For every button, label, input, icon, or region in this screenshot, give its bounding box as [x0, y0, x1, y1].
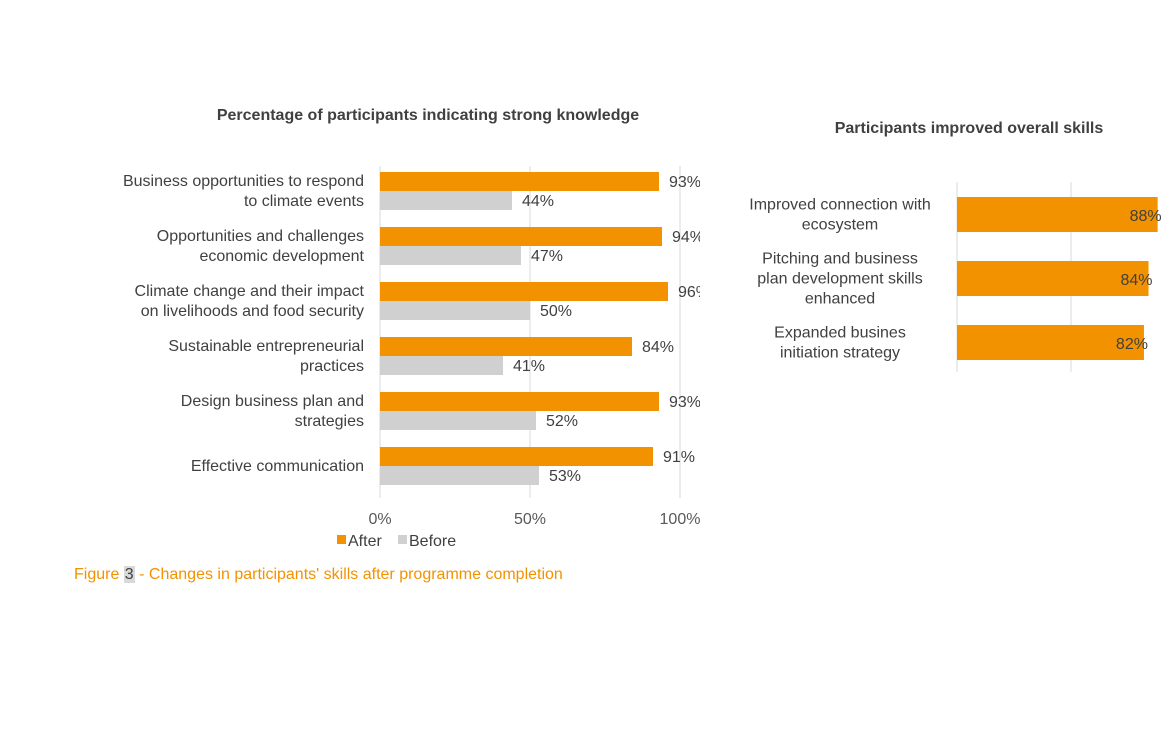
category-label: Climate change and their impact on liveli… — [135, 283, 365, 320]
data-label: 52% — [546, 413, 578, 430]
x-tick-label: 50% — [514, 511, 546, 528]
bar — [957, 197, 1158, 232]
bar-after — [380, 447, 653, 466]
data-label: 41% — [513, 358, 545, 375]
category-label-line: practices — [300, 358, 364, 375]
category-label-line: Expanded busines — [774, 325, 906, 342]
data-label: 91% — [663, 449, 695, 466]
category-label-line: ecosystem — [802, 217, 878, 234]
data-label: 82% — [1116, 336, 1148, 353]
category-label-line: enhanced — [805, 291, 875, 308]
category-label: Design business plan and strategies — [181, 393, 364, 430]
bar-before — [380, 246, 521, 265]
category-label-line: on livelihoods and food security — [141, 303, 364, 320]
bar-after — [380, 172, 659, 191]
legend-swatch — [337, 535, 346, 544]
category-label-line: Opportunities and challenges — [157, 228, 364, 245]
data-label: 84% — [1120, 272, 1152, 289]
legend-entry: After — [348, 533, 382, 550]
caption-figure-number: 3 — [123, 566, 135, 583]
legend-swatch — [398, 535, 407, 544]
data-label: 94% — [672, 229, 700, 246]
legend-entry: Before — [409, 533, 456, 550]
bar-before — [380, 466, 539, 485]
bar-before — [380, 356, 503, 375]
data-label: 44% — [522, 193, 554, 210]
bar-before — [380, 191, 512, 210]
caption-prefix: Figure — [74, 566, 124, 583]
category-label: Effective communication — [191, 458, 364, 475]
bar-before — [380, 411, 536, 430]
category-label-line: initiation strategy — [780, 345, 900, 362]
bar-after — [380, 392, 659, 411]
data-label: 93% — [669, 394, 700, 411]
bar — [957, 261, 1149, 296]
category-label: Expanded busines initiation strategy — [774, 325, 906, 362]
category-label: Sustainable entrepreneurial practices — [168, 338, 364, 375]
bar-after — [380, 282, 668, 301]
caption-text: - Changes in participants' skills after … — [134, 566, 563, 583]
data-label: 93% — [669, 174, 700, 191]
skills-chart: Participants improved overall skills Impr… — [749, 120, 1162, 372]
category-label-line: Sustainable entrepreneurial — [168, 338, 364, 355]
category-label: Pitching and business plan development sk… — [757, 251, 922, 308]
data-label: 47% — [531, 248, 563, 265]
category-label-line: strategies — [295, 413, 364, 430]
category-label-line: Improved connection with — [749, 197, 930, 214]
chart-title: Percentage of participants indicating st… — [217, 107, 639, 124]
bar — [957, 325, 1144, 360]
x-tick-label: 100% — [660, 511, 700, 528]
category-label-line: plan development skills — [757, 271, 922, 288]
category-label-line: economic development — [199, 248, 364, 265]
bar-before — [380, 301, 530, 320]
category-label-line: Pitching and business — [762, 251, 918, 268]
category-label-line: Business opportunities to respond — [123, 173, 364, 190]
data-label: 53% — [549, 468, 581, 485]
x-tick-label: 0% — [368, 511, 391, 528]
bar-after — [380, 227, 662, 246]
category-label: Improved connection with ecosystem — [749, 197, 930, 234]
category-label: Business opportunities to respond to clim… — [123, 173, 364, 210]
category-label: Opportunities and challenges economic dev… — [157, 228, 365, 265]
category-label-line: Design business plan and — [181, 393, 364, 410]
category-label-line: Effective communication — [191, 458, 364, 475]
category-label-line: to climate events — [244, 193, 364, 210]
category-label-line: Climate change and their impact — [135, 283, 365, 300]
knowledge-chart: Percentage of participants indicating st… — [123, 107, 700, 550]
data-label: 88% — [1130, 208, 1162, 225]
chart-title: Participants improved overall skills — [835, 120, 1104, 137]
data-label: 96% — [678, 284, 700, 301]
data-label: 50% — [540, 303, 572, 320]
figure-caption: Figure 3 - Changes in participants' skil… — [74, 566, 563, 584]
bar-after — [380, 337, 632, 356]
data-label: 84% — [642, 339, 674, 356]
